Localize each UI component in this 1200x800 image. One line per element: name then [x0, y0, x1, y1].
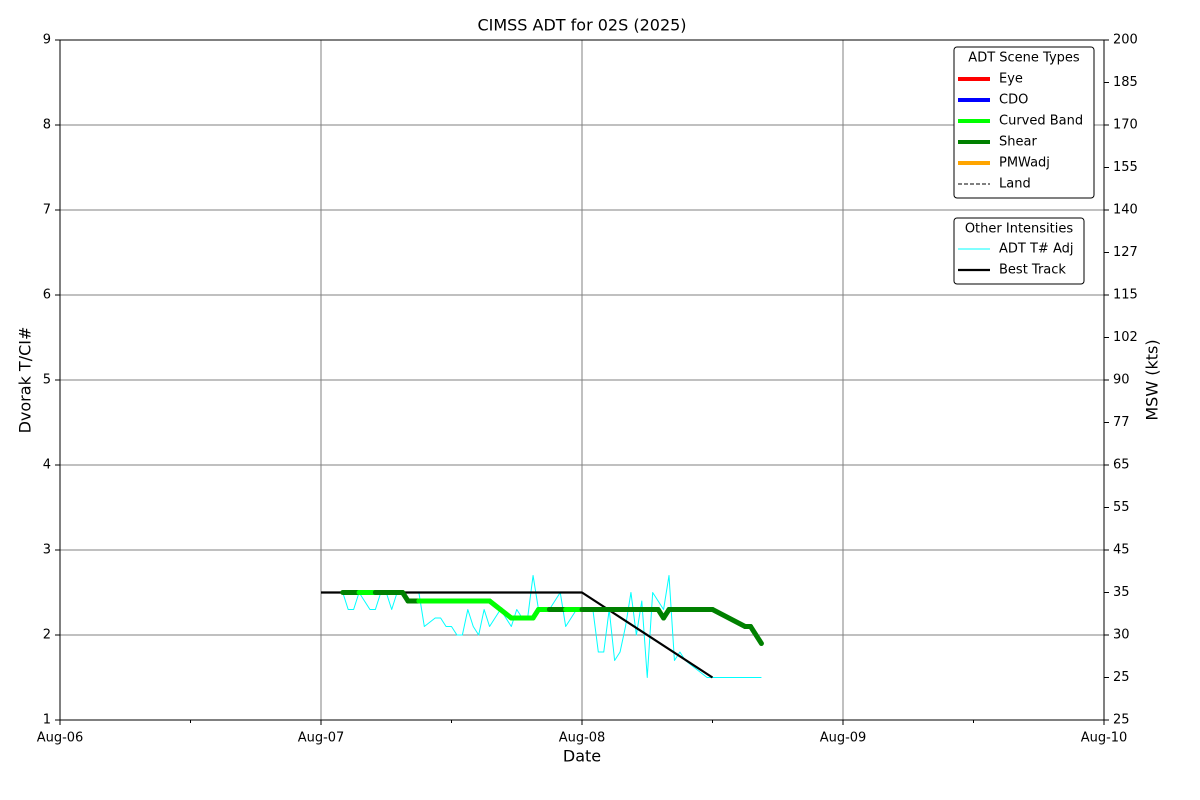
- x-tick-label: Aug-07: [298, 731, 345, 746]
- y2-tick-label: 30: [1113, 628, 1130, 643]
- scene-segment: [710, 607, 748, 629]
- legend-title: Other Intensities: [965, 222, 1074, 237]
- y2-tick-label: 102: [1113, 330, 1138, 345]
- x-tick-label: Aug-08: [559, 731, 606, 746]
- legend-box: [953, 217, 1085, 285]
- y-tick-label: 1: [43, 713, 51, 728]
- y2-tick-label: 77: [1113, 415, 1130, 430]
- legend-label: Shear: [999, 135, 1037, 150]
- legend-box: [953, 46, 1095, 199]
- y2-tick-label: 127: [1113, 245, 1138, 260]
- legend-label: ADT T# Adj: [999, 242, 1073, 257]
- legend-label: Best Track: [999, 263, 1066, 278]
- y2-tick-label: 25: [1113, 670, 1130, 685]
- y2-axis-label: MSW (kts): [1143, 339, 1162, 420]
- scene-segment: [748, 624, 764, 646]
- y-tick-label: 2: [43, 628, 51, 643]
- y2-tick-label: 155: [1113, 160, 1138, 175]
- y2-tick-label: 140: [1113, 203, 1138, 218]
- y-axis-label: Dvorak T/CI#: [16, 327, 35, 434]
- y2-tick-label: 170: [1113, 118, 1138, 133]
- y-tick-label: 4: [43, 458, 51, 473]
- y2-tick-label: 25: [1113, 713, 1130, 728]
- x-tick-label: Aug-09: [820, 731, 867, 746]
- chart-title: CIMSS ADT for 02S (2025): [477, 16, 686, 35]
- y-tick-label: 6: [43, 288, 51, 303]
- y2-tick-label: 55: [1113, 500, 1130, 515]
- x-tick-label: Aug-10: [1081, 731, 1128, 746]
- y2-tick-label: 65: [1113, 458, 1130, 473]
- y2-tick-label: 90: [1113, 373, 1130, 388]
- y-tick-label: 3: [43, 543, 51, 558]
- y2-tick-label: 185: [1113, 75, 1138, 90]
- line-series: [321, 591, 714, 679]
- legend-label: PMWadj: [999, 156, 1050, 171]
- legend-label: Curved Band: [999, 114, 1083, 129]
- x-tick-label: Aug-06: [37, 731, 84, 746]
- x-axis-label: Date: [563, 747, 601, 766]
- y-tick-label: 9: [43, 33, 51, 48]
- y2-tick-label: 35: [1113, 585, 1130, 600]
- y-tick-label: 8: [43, 118, 51, 133]
- y2-tick-label: 200: [1113, 33, 1138, 48]
- legend-label: Land: [999, 177, 1031, 192]
- legend-label: CDO: [999, 93, 1028, 108]
- y-tick-label: 7: [43, 203, 51, 218]
- legend-label: Eye: [999, 72, 1023, 87]
- y2-tick-label: 115: [1113, 288, 1138, 303]
- plot-frame: [59, 39, 1105, 721]
- legend-title: ADT Scene Types: [968, 51, 1080, 66]
- y2-tick-label: 45: [1113, 543, 1130, 558]
- y-tick-label: 5: [43, 373, 51, 388]
